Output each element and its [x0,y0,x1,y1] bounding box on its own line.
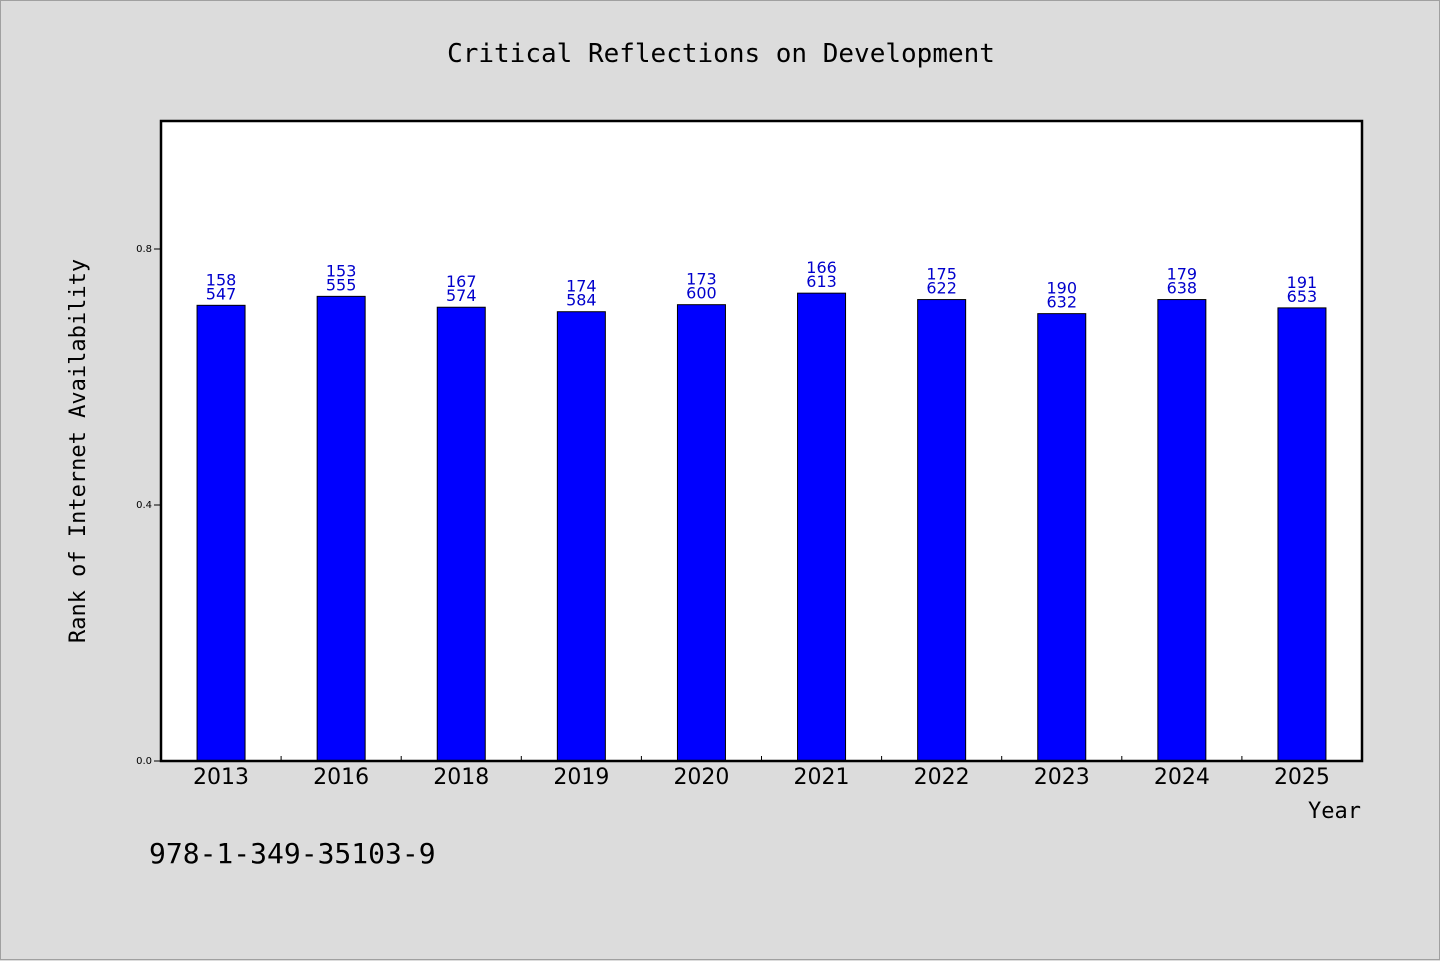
data-label-bottom-2020: 600 [686,284,717,303]
bar-2021 [797,292,847,762]
data-label-top-2016: 153 [326,261,357,280]
y-tick-label-1: 0.4 [136,500,152,511]
data-label-top-2023: 190 [1046,279,1077,298]
x-tick-label-2022: 2022 [914,765,970,790]
bar-2025 [1277,307,1327,762]
bars-group [196,292,1327,762]
data-label-bottom-2025: 653 [1287,287,1318,306]
bar-2019 [556,311,606,762]
x-tick-label-2016: 2016 [313,765,369,790]
x-tick-label-2023: 2023 [1034,765,1090,790]
x-tick-label-2019: 2019 [553,765,609,790]
x-tick-label-2021: 2021 [794,765,850,790]
data-label-bottom-2019: 584 [566,291,597,310]
data-label-top-2025: 191 [1287,273,1318,292]
data-label-bottom-2013: 547 [206,284,237,303]
bar-2020 [676,304,726,762]
data-label-top-2019: 174 [566,277,597,296]
x-tick-label-2020: 2020 [673,765,729,790]
x-axis: 2013 2016 2018 2019 2020 2021 2022 2023 2024 2025 [193,756,1330,790]
y-tick-label-0: 0.0 [136,756,152,767]
x-tick-label-2025: 2025 [1274,765,1330,790]
data-label-bottom-2018: 574 [446,286,477,305]
data-label-top-2021: 166 [806,258,837,277]
chart-title: Critical Reflections on Development [447,39,995,69]
data-label-bottom-2024: 638 [1167,279,1198,298]
data-label-bottom-2022: 622 [926,279,957,298]
bar-2022 [917,299,967,762]
data-label-top-2024: 179 [1167,265,1198,284]
x-axis-title: Year [1308,799,1361,824]
data-label-top-2013: 158 [206,270,237,289]
x-tick-label-2018: 2018 [433,765,489,790]
data-label-top-2022: 175 [926,265,957,284]
y-axis: 0.0 0.4 0.8 [136,244,161,767]
y-tick-label-2: 0.8 [136,244,152,255]
data-label-bottom-2023: 632 [1046,293,1077,312]
bar-2016 [316,295,366,762]
x-tick-label-2013: 2013 [193,765,249,790]
bar-2013 [196,304,246,762]
data-label-top-2020: 173 [686,270,717,289]
data-label-bottom-2021: 613 [806,272,837,291]
bar-2023 [1037,313,1087,762]
data-label-top-2018: 167 [446,272,477,291]
x-tick-label-2024: 2024 [1154,765,1210,790]
data-label-bottom-2016: 555 [326,275,357,294]
isbn-label: 978-1-349-35103-9 [149,837,436,870]
plot-border [159,119,1364,763]
y-axis-title: Rank of Internet Availability [66,259,91,643]
bar-2018 [436,306,486,762]
bar-2024 [1157,299,1207,762]
